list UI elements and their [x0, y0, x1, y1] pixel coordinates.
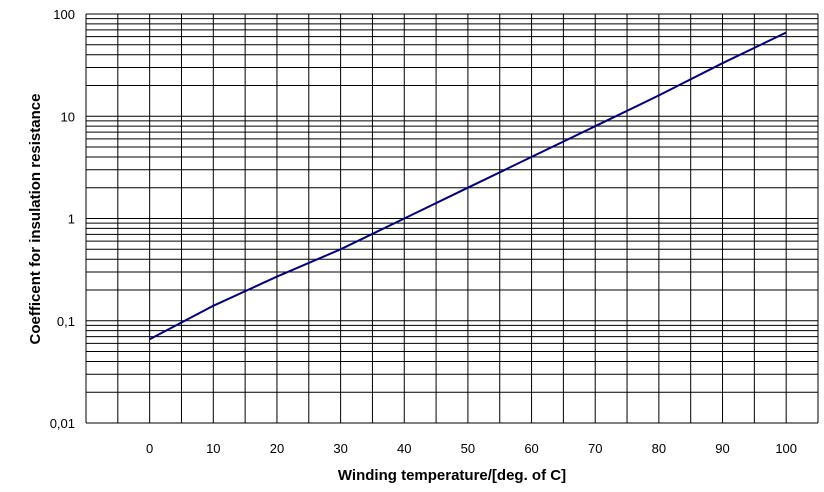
x-axis-title: Winding temperature/[deg. of C] [338, 467, 566, 484]
y-tick-label: 0,01 [50, 416, 75, 431]
x-tick-label: 10 [206, 441, 220, 456]
x-tick-label: 60 [524, 441, 538, 456]
x-tick-label: 70 [588, 441, 602, 456]
x-tick-label: 100 [775, 441, 797, 456]
x-tick-label: 30 [333, 441, 347, 456]
x-tick-label: 20 [270, 441, 284, 456]
y-axis-title: Coefficent for insulation resistance [27, 94, 44, 345]
tick-labels: 0 10 20 30 40 50 60 70 80 90 100 0,01 0,1 1 10 100 [50, 7, 797, 456]
series-layer [149, 31, 787, 341]
y-tick-label: 100 [53, 7, 75, 22]
x-tick-label: 80 [652, 441, 666, 456]
x-tick-label: 40 [397, 441, 411, 456]
y-tick-label: 0,1 [57, 314, 75, 329]
x-tick-label: 90 [715, 441, 729, 456]
x-tick-label: 50 [461, 441, 475, 456]
y-tick-label: 1 [68, 212, 75, 227]
x-tick-label: 0 [146, 441, 153, 456]
series-line [149, 31, 787, 341]
grid [85, 13, 819, 424]
y-tick-label: 10 [61, 109, 75, 124]
